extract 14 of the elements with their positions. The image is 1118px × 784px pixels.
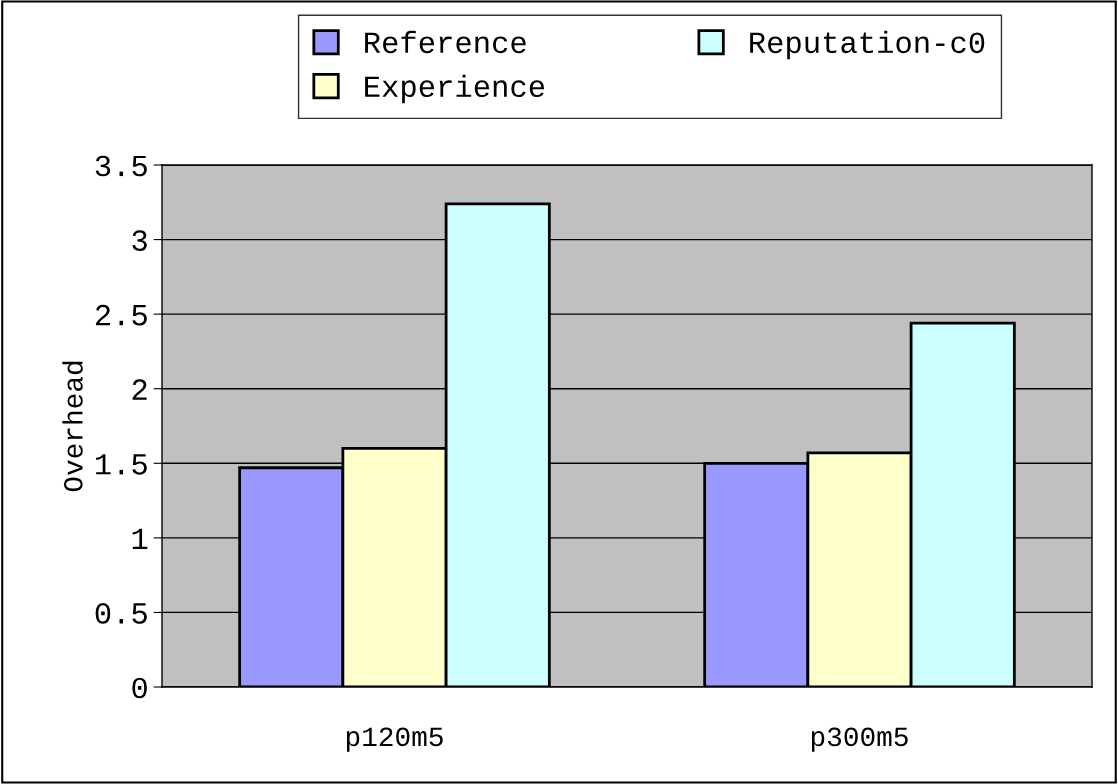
x-tick-label: p300m5 [811,727,908,752]
y-tick-label: 2 [132,379,147,400]
legend-label: Reputation-c0 [750,30,985,60]
y-tick-label: 0.5 [95,603,147,624]
legend-label: Experience [365,74,545,104]
y-tick-label: 3 [132,230,147,251]
y-tick-label: 0 [132,677,147,699]
y-axis-title: Overhead [62,361,83,492]
y-tick-label: 3.5 [95,155,147,177]
legend-label: Reference [365,30,526,54]
y-tick-label: 1.5 [96,454,147,475]
y-tick-label: 2.5 [95,304,147,326]
x-tick-label: p120m5 [346,727,443,752]
y-tick-label: 1 [132,528,148,549]
